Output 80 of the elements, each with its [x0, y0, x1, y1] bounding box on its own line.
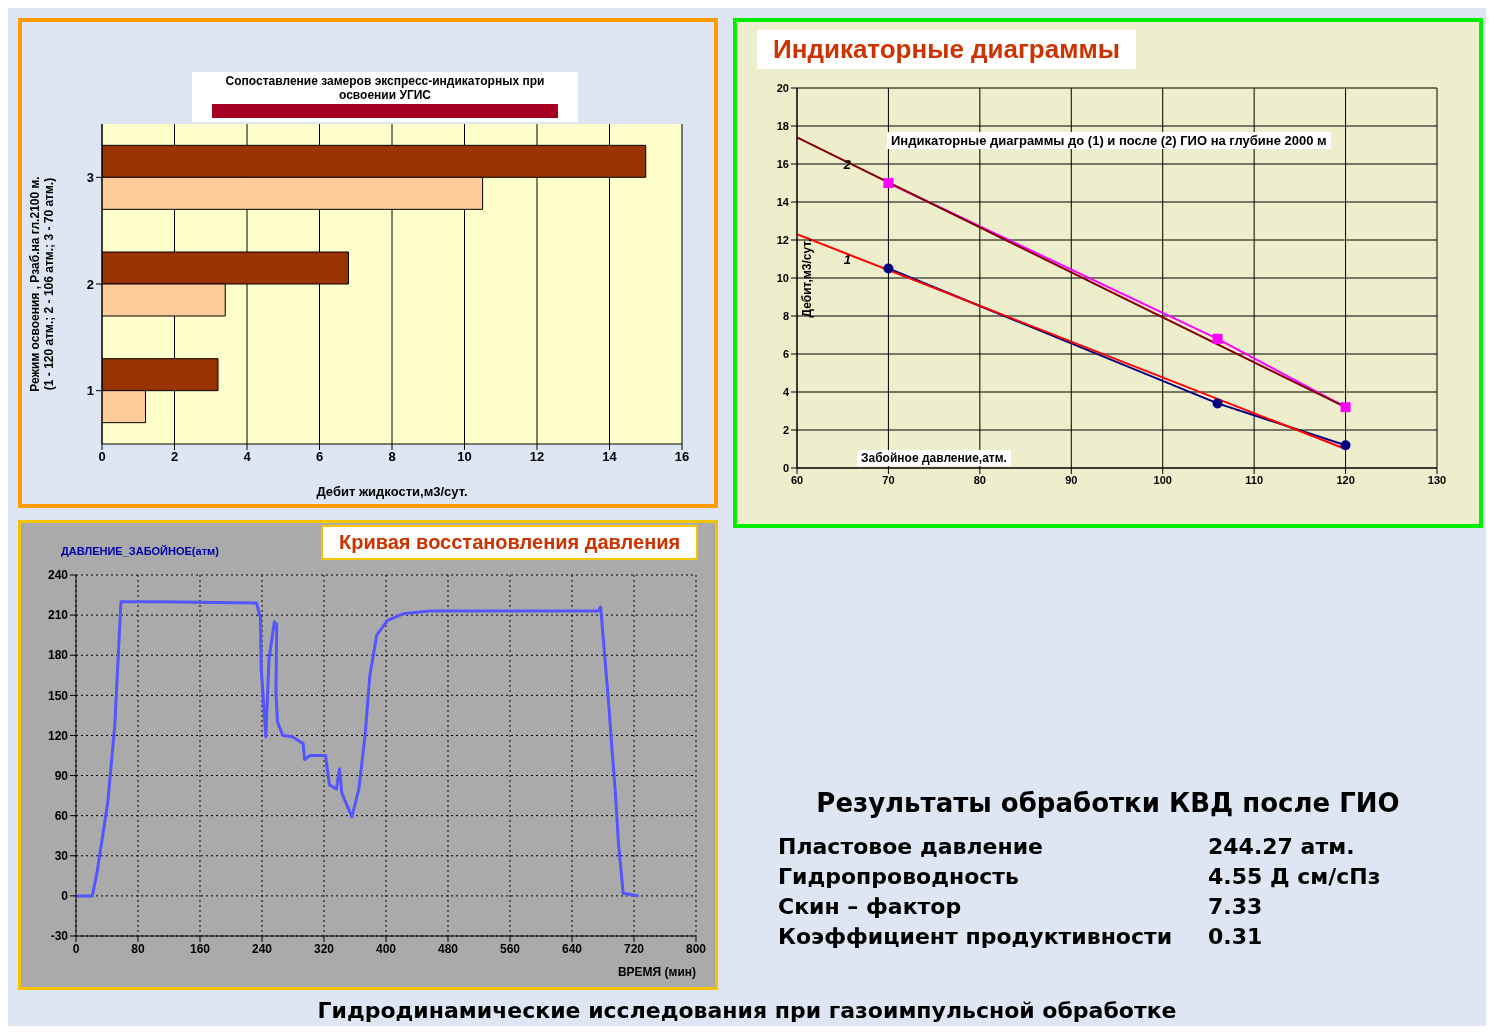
- x-tick-label: 640: [561, 941, 583, 956]
- x-tick-label: 400: [375, 941, 397, 956]
- y-tick-label: 6: [782, 347, 789, 360]
- y-axis-title: Режим освоения , Рзаб.на гл.2100 м. (1 - 120 атм.; 2 - 106 атм.; 3 - 70 атм.): [28, 176, 56, 392]
- x-axis-title: Забойное давление,атм.: [857, 450, 1011, 466]
- x-tick-label: 0: [98, 449, 106, 465]
- y-axis-title: ДАВЛЕНИЕ_ЗАБОЙНОЕ(атм): [61, 545, 219, 557]
- y-tick-label: 2: [782, 423, 789, 436]
- x-tick-label: 80: [131, 941, 145, 956]
- annotation: 1: [843, 251, 851, 267]
- text: Индикаторные диаграммы до (1) и после (2) ГИО на глубине 2000 м: [887, 132, 1331, 149]
- y-tick-label: 1: [86, 383, 94, 399]
- chart-title: Индикаторные диаграммы: [757, 30, 1136, 69]
- chart-title: Сопоставление замеров экспресс-индикаторных при освоении УГИС: [224, 74, 546, 102]
- x-tick-label: 320: [313, 941, 335, 956]
- y-tick-label: 0: [782, 461, 789, 474]
- text: 7.33: [1208, 893, 1263, 921]
- x-tick-label: 480: [437, 941, 459, 956]
- y-tick-label: 30: [54, 849, 69, 864]
- text: 0.31: [1208, 923, 1263, 951]
- point: [883, 263, 894, 274]
- x-tick-label: 8: [388, 449, 396, 465]
- x-tick-label: 2: [170, 449, 179, 465]
- y-tick-label: 14: [776, 195, 790, 208]
- text: 244.27 атм.: [1208, 833, 1355, 861]
- y-axis-title: Дебит,м3/сут.: [800, 238, 815, 318]
- text: Коэффициент продуктивности: [778, 923, 1174, 951]
- x-axis-title: Дебит жидкости,м3/сут.: [316, 484, 468, 499]
- y-tick-label: 8: [782, 309, 789, 322]
- x-tick-label: 800: [685, 941, 707, 956]
- text: Гидродинамические исследования при газоимпульсной обработке: [316, 998, 1178, 1023]
- y-tick-label: 180: [47, 648, 69, 663]
- point: [1212, 333, 1223, 344]
- chart-title: Кривая восстановления давления: [321, 525, 699, 560]
- x-tick-label: 110: [1245, 473, 1264, 486]
- point: [1340, 402, 1351, 413]
- x-tick-label: 0: [72, 941, 80, 956]
- y-tick-label: 240: [47, 568, 69, 583]
- y-tick-label: 150: [47, 688, 69, 703]
- y-tick-label: 16: [776, 157, 789, 170]
- y-tick-label: 18: [776, 119, 789, 132]
- y-tick-label: 120: [47, 728, 69, 743]
- x-tick-label: 160: [189, 941, 211, 956]
- text: Скин – фактор: [778, 893, 963, 921]
- point: [1340, 440, 1351, 451]
- x-tick-label: 80: [973, 473, 986, 486]
- y-tick-label: 0: [61, 889, 69, 904]
- x-tick-label: 16: [674, 449, 690, 465]
- x-axis-title: ВРЕМЯ (мин): [617, 965, 696, 979]
- x-tick-label: 60: [790, 473, 804, 486]
- x-tick-label: 120: [1336, 473, 1355, 486]
- y-tick-label: 3: [86, 169, 94, 185]
- y-tick-label: -30: [50, 929, 69, 944]
- y-tick-label: 2: [86, 276, 94, 292]
- x-tick-label: 4: [243, 449, 252, 465]
- x-tick-label: 10: [457, 449, 472, 465]
- x-tick-label: 6: [315, 449, 324, 465]
- x-tick-label: 70: [882, 473, 895, 486]
- y-tick-label: 10: [776, 271, 789, 284]
- x-tick-label: 560: [499, 941, 521, 956]
- y-tick-label: 4: [782, 385, 790, 398]
- line-series: [76, 600, 641, 898]
- y-tick-label: 12: [776, 233, 789, 246]
- text: Результаты обработки КВД после ГИО: [815, 788, 1401, 818]
- x-tick-label: 130: [1427, 473, 1447, 486]
- point: [1212, 398, 1223, 409]
- x-tick-label: 240: [251, 941, 273, 956]
- y-tick-label: 90: [54, 768, 69, 783]
- text: Гидропроводность: [778, 863, 1020, 891]
- text: 4.55 Д см/сПз: [1208, 863, 1381, 891]
- y-tick-label: 60: [54, 808, 69, 823]
- point: [883, 178, 894, 188]
- x-tick-label: 14: [602, 449, 618, 465]
- y-tick-label: 20: [776, 81, 789, 94]
- x-tick-label: 12: [529, 449, 545, 465]
- y-tick-label: 210: [47, 608, 69, 623]
- text: Пластовое давление: [778, 833, 1044, 861]
- x-tick-label: 90: [1065, 473, 1078, 486]
- x-tick-label: 720: [623, 941, 645, 956]
- x-tick-label: 100: [1153, 473, 1172, 486]
